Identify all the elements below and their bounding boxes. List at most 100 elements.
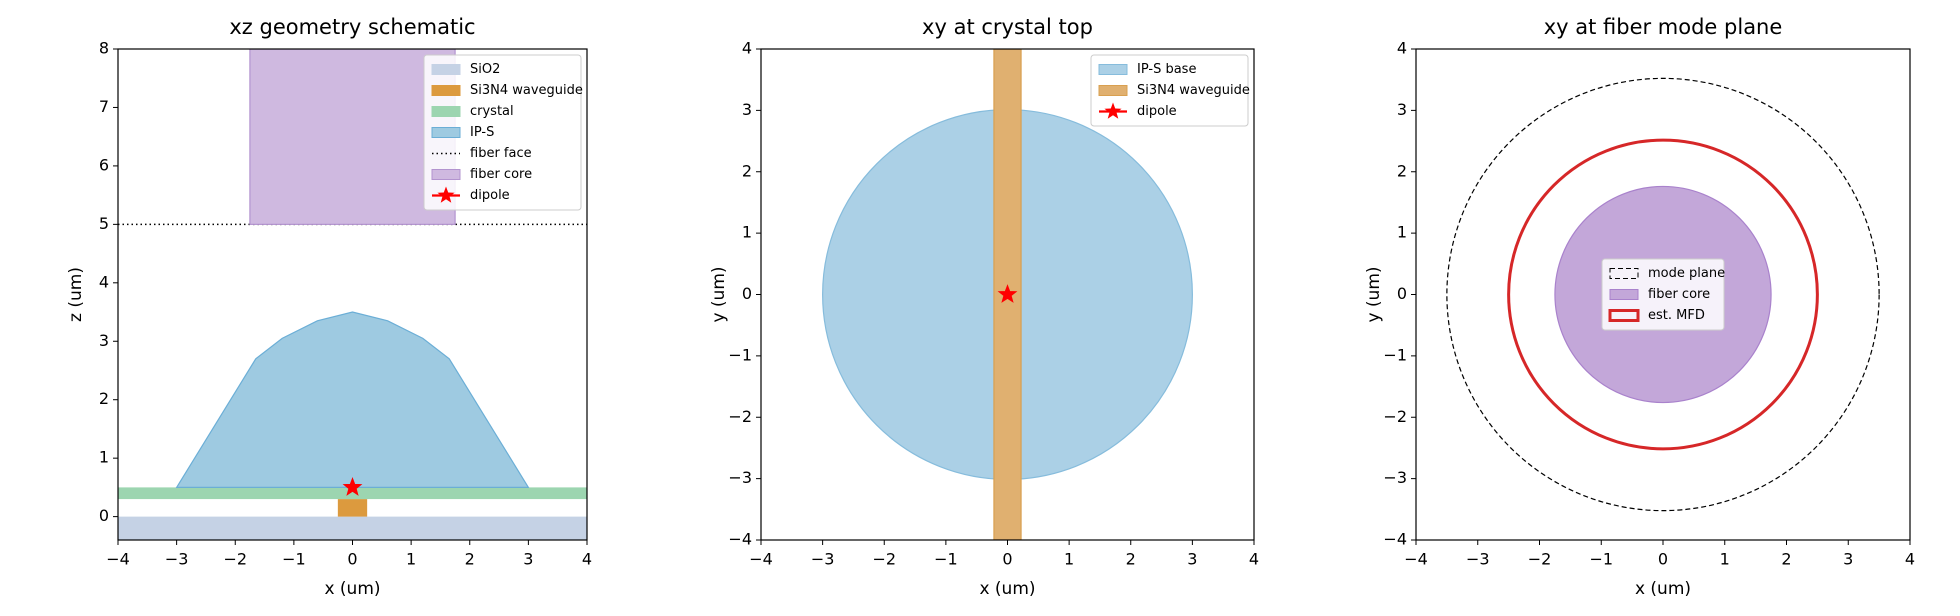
y-tick-label: −1 — [728, 345, 752, 364]
y-tick-label: 4 — [1397, 39, 1407, 58]
y-tick-label: 2 — [742, 161, 752, 180]
legend-label: IP-S — [470, 125, 494, 140]
x-axis-label: x (um) — [1635, 579, 1691, 599]
legend-swatch — [1609, 289, 1639, 300]
y-tick-label: 7 — [99, 97, 109, 116]
chart-title: xy at fiber mode plane — [1544, 15, 1783, 39]
legend-label: est. MFD — [1648, 308, 1705, 323]
marker — [342, 476, 363, 496]
chart-title: xy at crystal top — [922, 15, 1093, 39]
y-tick-label: 6 — [99, 155, 109, 174]
legend-label: mode plane — [1648, 266, 1725, 281]
y-tick-label: 2 — [1397, 161, 1407, 180]
legend: IP-S base Si3N4 waveguide dipole — [1090, 54, 1250, 127]
legend-label: Si3N4 waveguide — [470, 83, 583, 98]
x-tick-label: −1 — [934, 550, 958, 569]
marker — [997, 284, 1018, 303]
legend-swatch — [1098, 85, 1128, 96]
legend-swatch — [431, 85, 461, 96]
y-tick-label: 1 — [1397, 223, 1407, 242]
legend-swatch — [1609, 268, 1639, 279]
y-tick-label: −4 — [1383, 530, 1407, 549]
x-axis-label: x (um) — [324, 579, 380, 599]
x-tick-label: −1 — [1589, 550, 1613, 569]
shape-circle — [1507, 138, 1819, 451]
x-tick-label: 3 — [523, 550, 533, 569]
y-tick-label: 0 — [1397, 284, 1407, 303]
shape-rect — [118, 487, 587, 500]
y-tick-label: 5 — [99, 214, 109, 233]
legend-swatch — [1608, 309, 1640, 322]
legend-label: Si3N4 waveguide — [1137, 83, 1250, 98]
legend-label: dipole — [470, 188, 510, 203]
y-tick-label: 3 — [1397, 100, 1407, 119]
y-tick-label: −2 — [1383, 407, 1407, 426]
legend-label: fiber face — [470, 146, 532, 161]
x-tick-label: 1 — [1720, 550, 1730, 569]
y-axis-label: y (um) — [1364, 266, 1384, 322]
legend-swatch — [431, 169, 461, 180]
y-tick-label: −3 — [728, 468, 752, 487]
x-tick-label: 0 — [1002, 550, 1012, 569]
x-tick-label: 1 — [1064, 550, 1074, 569]
y-axis-label: z (um) — [66, 267, 86, 322]
legend-label: fiber core — [470, 167, 532, 182]
x-tick-label: 3 — [1187, 550, 1197, 569]
y-tick-label: −4 — [728, 530, 752, 549]
x-tick-label: 2 — [1126, 550, 1136, 569]
legend-label: crystal — [470, 104, 514, 119]
y-tick-label: −3 — [1383, 468, 1407, 487]
x-tick-label: −4 — [106, 550, 130, 569]
y-tick-label: 0 — [99, 506, 109, 525]
x-tick-label: −2 — [872, 550, 896, 569]
legend-label: dipole — [1137, 104, 1177, 119]
x-tick-label: 0 — [1658, 550, 1668, 569]
chart-title: xz geometry schematic — [229, 15, 475, 39]
shape-polygon — [175, 311, 530, 488]
x-tick-label: −1 — [282, 550, 306, 569]
y-tick-label: 4 — [99, 272, 109, 291]
legend: mode plane fiber core est. MFD — [1601, 258, 1725, 331]
y-tick-label: −1 — [1383, 345, 1407, 364]
x-tick-label: 1 — [406, 550, 416, 569]
y-tick-label: 0 — [742, 284, 752, 303]
x-tick-label: 4 — [582, 550, 592, 569]
x-tick-label: 4 — [1905, 550, 1915, 569]
x-tick-label: −2 — [223, 550, 247, 569]
y-tick-label: 1 — [742, 223, 752, 242]
shape-rect — [337, 499, 368, 517]
legend-frame — [1601, 258, 1725, 331]
x-tick-label: 4 — [1249, 550, 1259, 569]
y-tick-label: 2 — [99, 389, 109, 408]
legend-label: IP-S base — [1137, 62, 1196, 77]
x-tick-label: 2 — [1781, 550, 1791, 569]
y-tick-label: −2 — [728, 407, 752, 426]
x-tick-label: −2 — [1528, 550, 1552, 569]
legend-swatch — [431, 64, 461, 75]
y-tick-label: 3 — [99, 331, 109, 350]
x-tick-label: 3 — [1843, 550, 1853, 569]
legend-frame — [423, 54, 582, 211]
y-tick-label: 8 — [99, 39, 109, 58]
legend: SiO2 Si3N4 waveguide crystal IP-S fiber face… — [423, 54, 583, 211]
legend-swatch — [431, 106, 461, 117]
x-axis-label: x (um) — [979, 579, 1035, 599]
y-tick-label: 3 — [742, 100, 752, 119]
x-tick-label: −3 — [165, 550, 189, 569]
shape-rect — [118, 516, 587, 540]
x-tick-label: −4 — [749, 550, 773, 569]
legend-swatch — [431, 127, 461, 138]
y-tick-label: 4 — [742, 39, 752, 58]
x-tick-label: −3 — [1466, 550, 1490, 569]
legend-swatch — [437, 186, 455, 203]
plot-area — [118, 49, 587, 540]
x-tick-label: 2 — [465, 550, 475, 569]
shape-circle — [1446, 77, 1880, 512]
legend-swatch — [1104, 102, 1122, 119]
x-tick-label: −3 — [811, 550, 835, 569]
y-axis-label: y (um) — [709, 266, 729, 322]
legend-frame — [1090, 54, 1249, 127]
x-tick-label: −4 — [1404, 550, 1428, 569]
